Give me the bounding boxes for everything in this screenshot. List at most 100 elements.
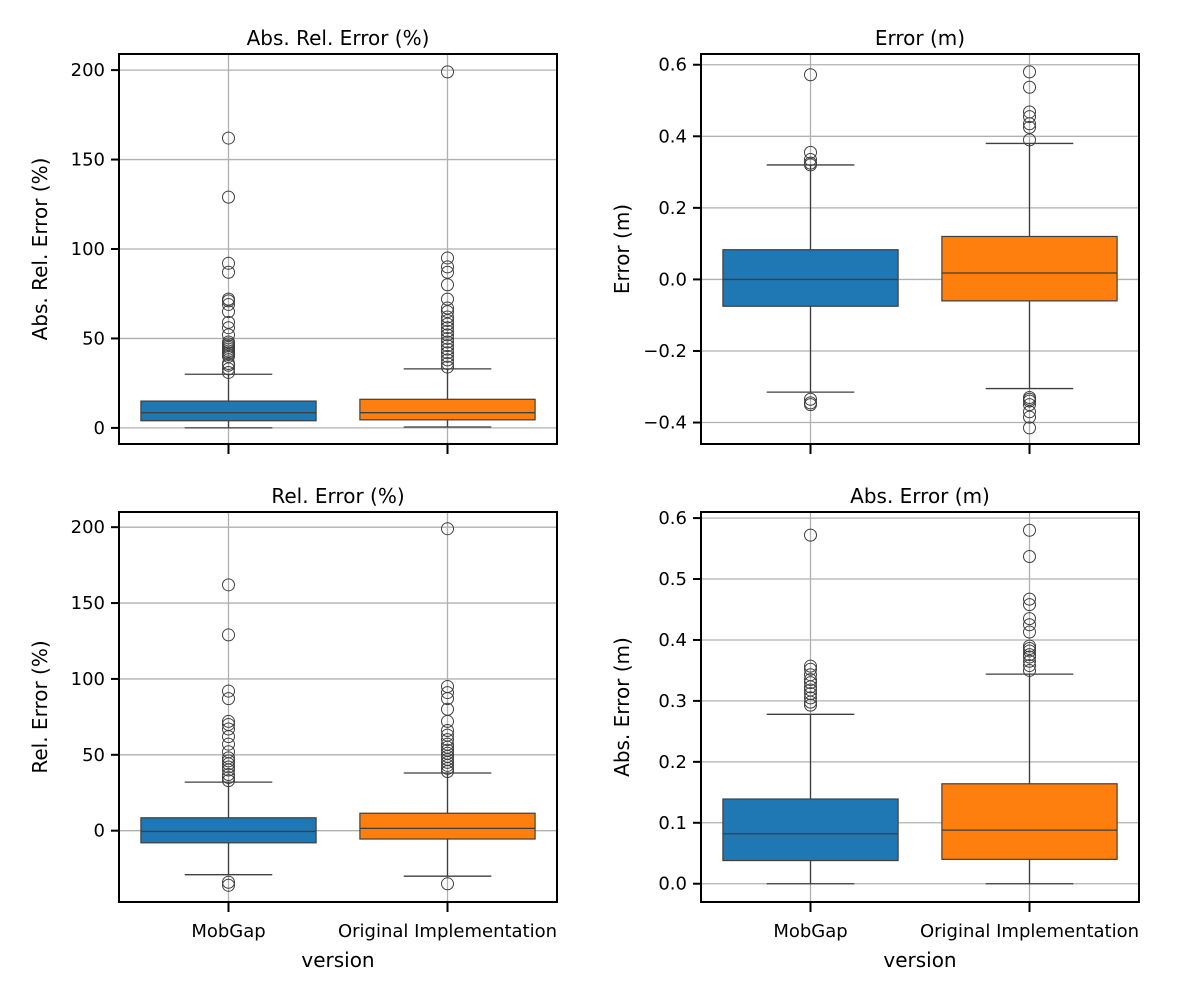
outlier-point [1023,405,1036,419]
outlier-point [441,724,454,738]
outlier-point [222,714,235,728]
outlier-point [441,349,454,363]
y-tick-label: 0 [94,418,105,439]
subplot-title: Abs. Error (m) [850,484,990,508]
y-tick-label: 200 [71,60,105,81]
outlier-point [222,771,235,785]
outlier-point [1023,625,1036,639]
outlier-point [441,743,454,757]
outlier-point [804,687,817,701]
box-iqr [140,400,317,422]
outlier-point [441,356,454,370]
y-tick-label: −0.2 [643,341,687,362]
outlier-point [222,328,235,342]
outlier-point [1023,133,1036,147]
outlier-point [441,702,454,716]
box-iqr [941,235,1118,302]
box-1 [941,65,1118,435]
outlier-point [222,878,235,892]
outlier-point [804,396,817,410]
outlier-point [804,392,817,406]
outlier-point [222,578,235,592]
subplot-title: Error (m) [875,26,965,50]
y-tick-label: 0.2 [658,752,687,773]
outlier-point [1023,618,1036,632]
outlier-point [441,877,454,891]
y-tick-label: 0.6 [658,55,687,76]
outlier-point [441,737,454,751]
y-tick-label: 0.4 [658,126,687,147]
y-tick-label: 0.4 [658,630,687,651]
box-1 [359,65,536,428]
outlier-point [222,768,235,782]
outlier-point [222,717,235,731]
y-axis-label: Abs. Error (m) [610,637,634,777]
outlier-point [1023,612,1036,626]
outlier-point [441,346,454,360]
outlier-point [1023,421,1036,435]
outlier-point [804,673,817,687]
subplot-1: 0 50 100 150 200 Abs. Rel. Error (%) Abs. Rel.… [28,26,558,454]
axes-frame [118,511,558,903]
outlier-point [222,131,235,145]
y-tick-label: 150 [71,593,105,614]
outlier-point [222,774,235,788]
outlier-point [441,314,454,328]
outlier-point [804,683,817,697]
box-iqr [359,812,536,840]
subplot-3: 0 50 100 150 200 MobGap Original Implementatio… [28,484,558,972]
outlier-point [222,292,235,306]
box-iqr [941,783,1118,860]
outlier-point [804,156,817,170]
outlier-point [222,745,235,759]
outlier-point [441,265,454,279]
outlier-point [1023,663,1036,677]
box-0 [722,68,899,412]
y-tick-label: 0.5 [658,569,687,590]
outlier-point [804,668,817,682]
outlier-point [441,360,454,374]
axes-frame [700,511,1140,903]
y-tick-label: 0 [94,821,105,842]
y-tick-label: 50 [82,328,105,349]
x-tick-label: MobGap [191,921,265,942]
outlier-point [222,875,235,889]
outlier-point [441,301,454,315]
outlier-point [1023,65,1036,79]
axes-frame [118,53,558,445]
outlier-point [222,722,235,736]
outlier-point [222,628,235,642]
outlier-point [1023,592,1036,606]
outlier-point [804,659,817,673]
outlier-point [1023,639,1036,653]
outlier-point [441,335,454,349]
outlier-point [804,68,817,82]
box-iqr [722,798,899,862]
outlier-point [441,65,454,79]
outlier-point [441,680,454,694]
x-axis-label: version [883,948,956,972]
outlier-point [1023,390,1036,404]
outlier-point [222,190,235,204]
outlier-point [804,145,817,159]
outlier-point [1023,410,1036,424]
y-tick-label: 0.2 [658,198,687,219]
outlier-point [1023,80,1036,94]
outlier-point [441,321,454,335]
y-tick-label: 0.3 [658,691,687,712]
outlier-point [441,251,454,265]
x-tick-label: Original Implementation [920,921,1139,942]
outlier-point [222,321,235,335]
subplot-4: 0.0 0.1 0.2 0.3 0.4 0.5 0.6 MobGap Original Impl… [610,484,1140,972]
outlier-point [441,342,454,356]
outlier-point [441,746,454,760]
outlier-point [222,335,235,349]
y-tick-label: 150 [71,150,105,171]
outlier-point [1023,523,1036,537]
outlier-point [222,265,235,279]
outlier-point [1023,654,1036,668]
outlier-point [441,260,454,274]
y-tick-label: 0.0 [658,269,687,290]
y-tick-label: 0.6 [658,508,687,529]
box-iqr [359,398,536,421]
